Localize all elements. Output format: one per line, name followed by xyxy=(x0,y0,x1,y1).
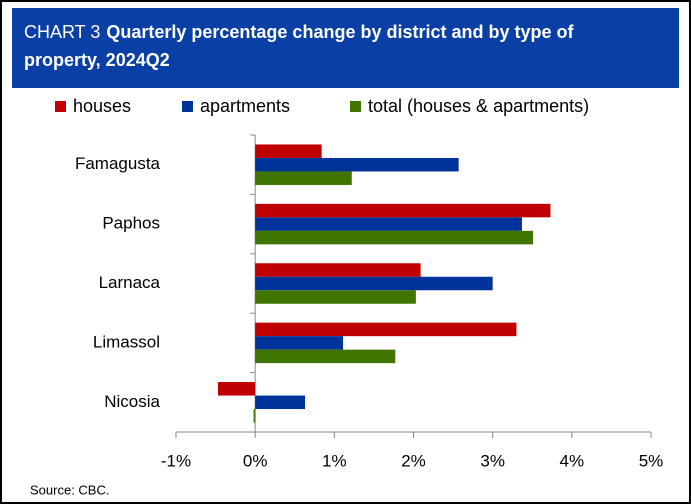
bar xyxy=(255,395,306,410)
chart-title-text: Quarterly percentage change by district … xyxy=(106,22,574,42)
source: Source: CBC. xyxy=(30,482,109,497)
y-tick-label: Larnaca xyxy=(99,273,161,292)
y-tick-label: Paphos xyxy=(102,214,160,233)
chart-title-line2: property, 2024Q2 xyxy=(24,50,170,70)
bar xyxy=(255,217,522,231)
legend-label: total (houses & apartments) xyxy=(368,96,589,116)
bar xyxy=(255,171,352,185)
bar xyxy=(255,144,322,158)
bar xyxy=(217,382,256,396)
legend-swatch xyxy=(182,101,193,112)
bar xyxy=(255,290,416,304)
bar xyxy=(255,276,493,291)
legend-label: apartments xyxy=(200,96,290,116)
chart-title: CHART 3 Quarterly percentage change by di… xyxy=(24,22,574,42)
legend-swatch xyxy=(55,101,66,112)
legend-label: houses xyxy=(73,96,131,116)
x-tick-label: 3% xyxy=(480,451,505,470)
x-tick-label: 5% xyxy=(639,451,664,470)
title-band xyxy=(12,8,679,88)
x-tick-label: 0% xyxy=(243,451,268,470)
x-tick-label: 1% xyxy=(322,451,347,470)
chart-label: CHART 3 xyxy=(24,22,100,42)
y-tick-label: Nicosia xyxy=(104,392,160,411)
x-tick-label: 4% xyxy=(560,451,585,470)
bar xyxy=(255,263,421,277)
bar xyxy=(255,230,534,245)
bar xyxy=(255,336,344,350)
x-tick-label: -1% xyxy=(161,451,191,470)
bar xyxy=(253,409,256,423)
bar xyxy=(255,322,517,337)
y-tick-label: Famagusta xyxy=(75,154,161,173)
y-tick-label: Limassol xyxy=(93,332,160,351)
bar xyxy=(255,157,459,172)
x-tick-label: 2% xyxy=(401,451,426,470)
bar xyxy=(255,203,551,218)
legend-swatch xyxy=(350,101,361,112)
bar xyxy=(255,349,396,364)
